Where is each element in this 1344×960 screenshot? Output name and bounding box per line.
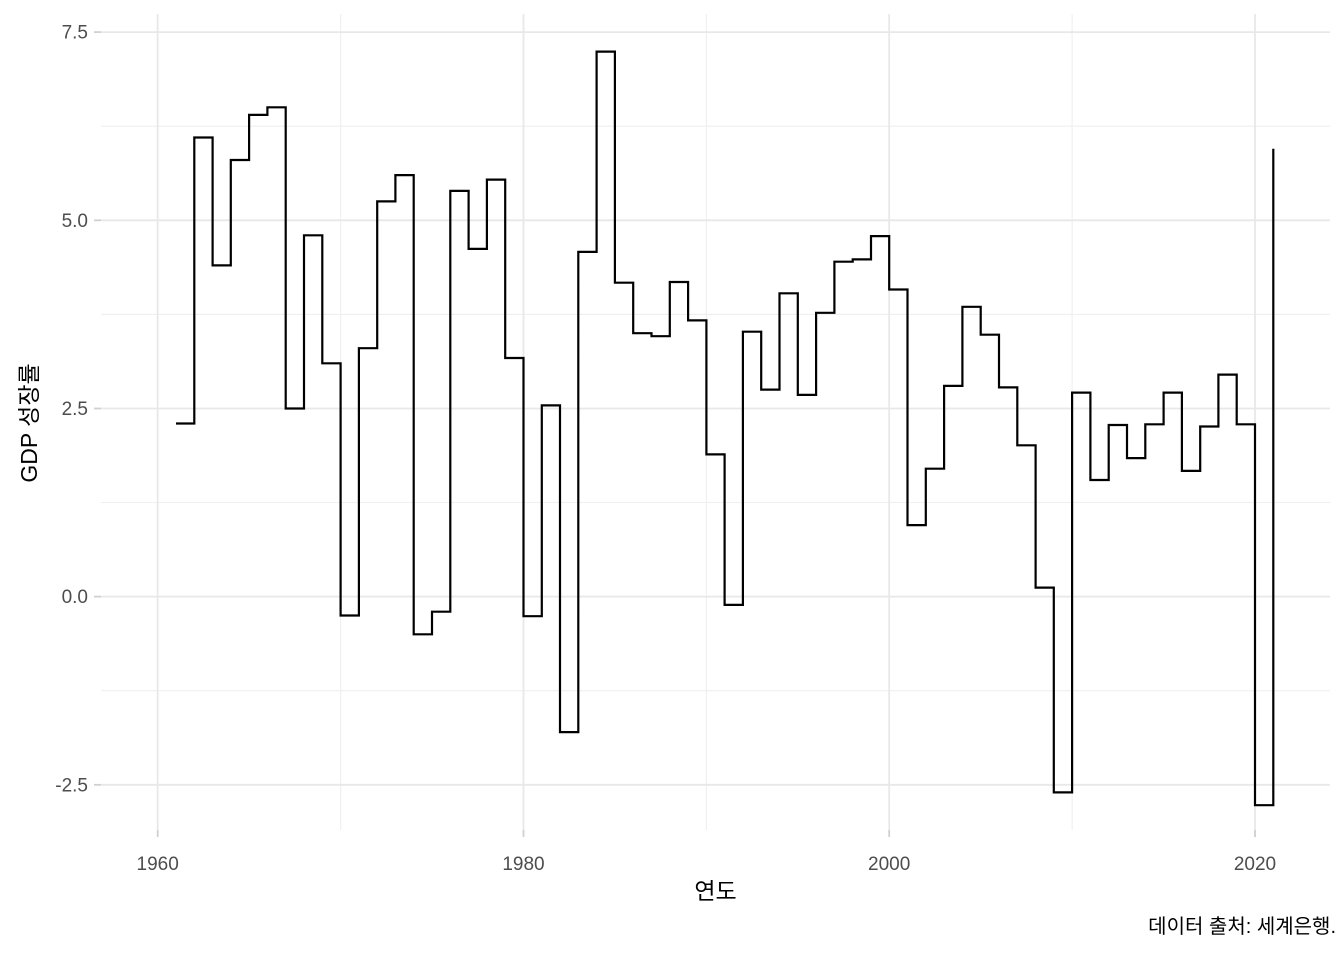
x-tick-label: 1980 [502,854,544,875]
y-tick-label: 7.5 [62,23,88,44]
x-tick-label: 2020 [1234,854,1276,875]
x-tick-label: 1960 [137,854,179,875]
y-tick-label: -2.5 [55,775,88,796]
y-tick-label: 2.5 [62,399,88,420]
gdp-step-line [176,50,1275,807]
y-tick-label: 5.0 [62,211,88,232]
caption: 데이터 출처: 세계은행. [1148,916,1336,938]
x-tick-label: 2000 [868,854,910,875]
y-axis-title: GDP 성장률 [16,363,42,483]
x-axis-title: 연도 [694,878,737,904]
y-tick-label: 0.0 [62,587,88,608]
